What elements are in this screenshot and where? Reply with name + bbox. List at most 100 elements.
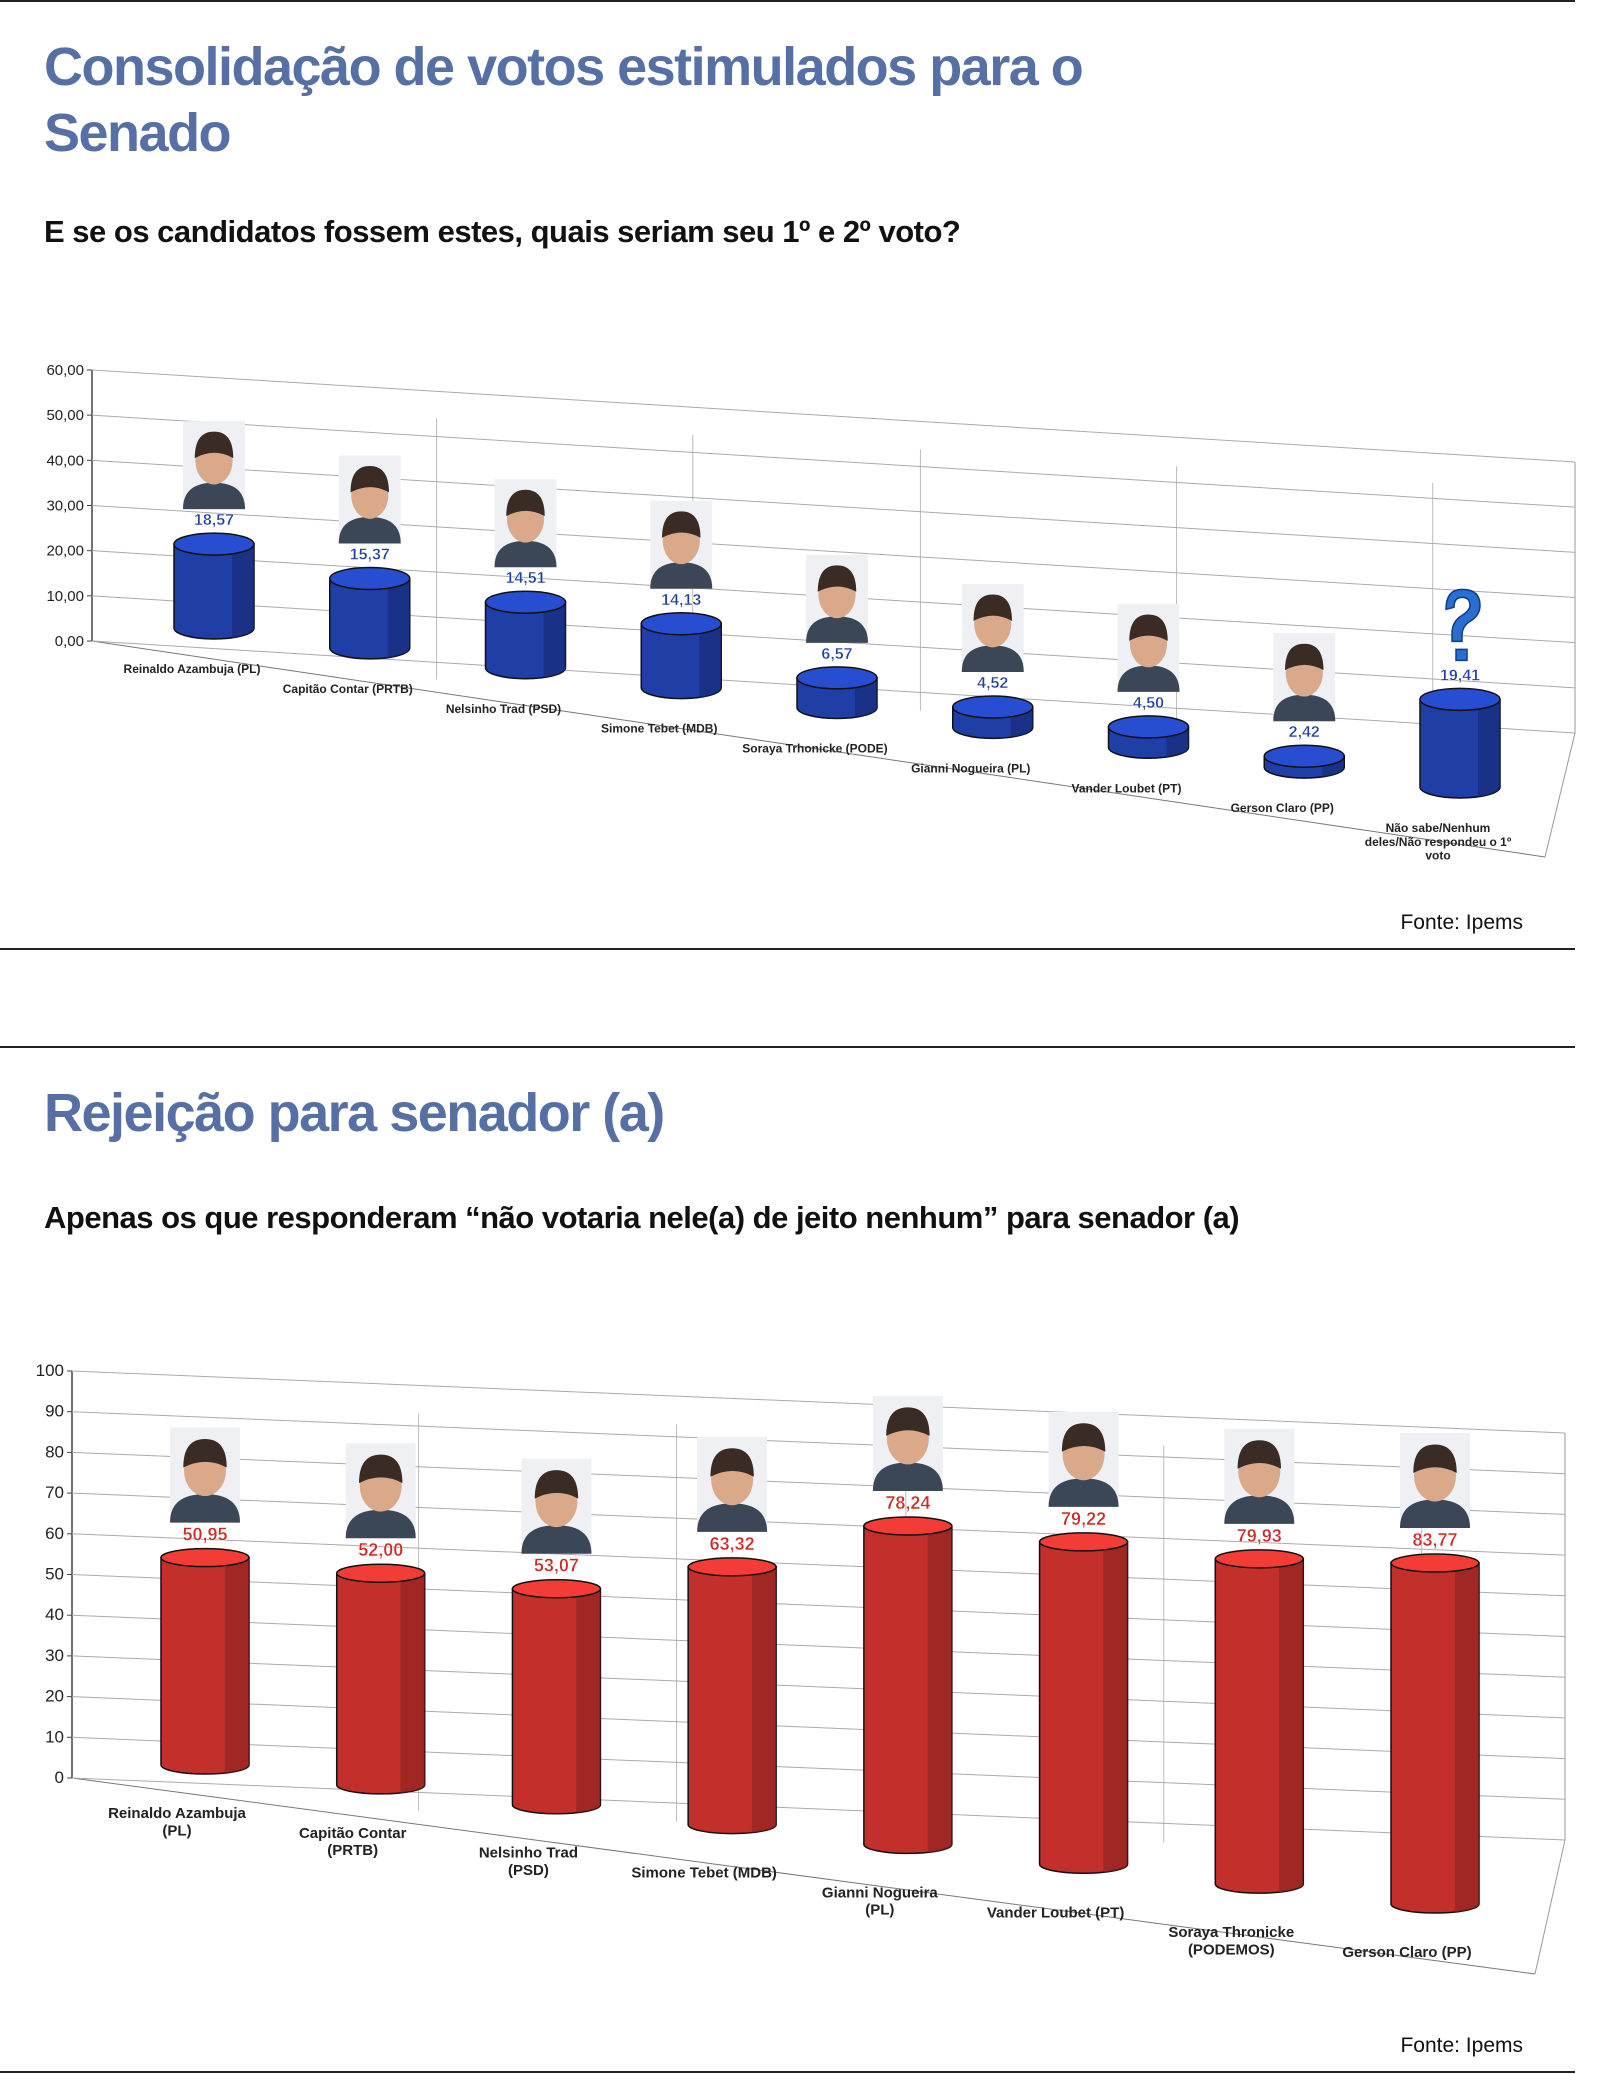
y-tick-label: 70 — [45, 1483, 64, 1502]
photo-body — [872, 1462, 943, 1491]
question-icon — [1445, 588, 1481, 662]
photo-hair — [350, 466, 389, 493]
value-label: 4,52 — [977, 675, 1008, 692]
photo-hair — [1061, 1423, 1106, 1452]
floor-line — [91, 640, 1546, 858]
photo-hair — [534, 1470, 579, 1499]
photo-hair — [886, 1407, 930, 1436]
y-tick-label: 80 — [45, 1442, 64, 1461]
bar-shade — [855, 677, 878, 718]
y-tick-label: 10,00 — [46, 588, 84, 605]
y-tick-label: 100 — [36, 1361, 64, 1380]
bar-top — [1038, 1532, 1129, 1552]
y-tick-label: 20,00 — [46, 543, 84, 560]
grid-line — [71, 1533, 1566, 1597]
grid-line — [71, 1777, 1566, 1841]
bar-shade — [224, 1557, 250, 1774]
y-tick-label: 40,00 — [46, 452, 84, 469]
value-label: 19,41 — [1440, 667, 1480, 684]
grid-line — [71, 1736, 1566, 1800]
floor-line — [71, 1777, 1536, 1975]
rule — [0, 0, 1575, 2]
value-label: 63,32 — [710, 1534, 755, 1554]
rule — [0, 2071, 1575, 2073]
y-tick-label: 60 — [45, 1524, 64, 1543]
grid-line — [91, 369, 1576, 463]
y-tick-label: 30,00 — [46, 498, 84, 515]
y-tick-label: 50 — [45, 1565, 64, 1584]
bar-shade — [387, 578, 410, 658]
photo-hair — [973, 594, 1012, 621]
photo-hair — [183, 1439, 227, 1468]
value-label: 50,95 — [182, 1525, 227, 1545]
x-tick-label: Gianni Nogueira (PL) — [822, 1884, 939, 1918]
photo-hair — [817, 565, 857, 592]
bar-top — [511, 1578, 602, 1599]
grid-line — [71, 1574, 1566, 1637]
bar-shade — [751, 1566, 777, 1833]
bar-top — [329, 566, 411, 591]
value-label: 18,57 — [194, 512, 234, 529]
chart-subtitle: Apenas os que responderam “não votaria n… — [44, 1200, 1240, 1235]
x-tick-label: Gerson Claro (PP) — [1342, 1944, 1471, 1961]
bar-top — [1214, 1549, 1305, 1569]
photo-body — [183, 482, 245, 510]
grid-line — [71, 1696, 1566, 1760]
photo-hair — [506, 489, 545, 517]
x-tick-label: Simone Tebet (MDB) — [601, 722, 717, 736]
bar-top — [1419, 687, 1501, 712]
photo-body — [170, 1494, 240, 1523]
x-tick-label: Nelsinho Trad (PSD) — [479, 1845, 578, 1879]
x-tick-label: Soraya Trhonicke (PODE) — [742, 742, 887, 756]
grid-line — [91, 414, 1576, 508]
value-label: 6,57 — [821, 646, 852, 663]
photo-body — [1273, 694, 1336, 722]
photo-body — [697, 1503, 768, 1532]
value-label: 79,93 — [1237, 1526, 1282, 1546]
photo-body — [345, 1509, 416, 1539]
photo-body — [1224, 1495, 1295, 1524]
chart-title: Rejeição para senador (a) — [44, 1083, 665, 1143]
bar-top — [160, 1547, 250, 1568]
bar-top — [1107, 715, 1190, 739]
value-label: 15,37 — [350, 546, 390, 563]
photo-body — [806, 616, 868, 643]
x-tick-label: Capitão Contar (PRTB) — [283, 682, 413, 696]
value-label: 78,24 — [885, 1493, 930, 1513]
bar-shade — [1279, 1558, 1304, 1893]
grid-line — [71, 1614, 1566, 1678]
photo-hair — [194, 431, 234, 459]
y-tick-label: 20 — [45, 1687, 64, 1706]
photo-body — [961, 645, 1024, 672]
photo-body — [521, 1525, 592, 1554]
grid-line — [91, 459, 1576, 553]
bar-shade — [1454, 1563, 1480, 1913]
grid-line — [71, 1451, 1566, 1515]
rule — [0, 948, 1575, 950]
photo-hair — [1285, 643, 1324, 671]
bar-shade — [699, 623, 722, 698]
y-tick-label: 60,00 — [46, 362, 84, 379]
value-label: 83,77 — [1412, 1530, 1457, 1550]
bar-top — [1263, 744, 1345, 768]
photo-body — [1048, 1478, 1119, 1507]
x-tick-label: Gerson Claro (PP) — [1231, 801, 1334, 815]
x-tick-label: Gianni Nogueira (PL) — [911, 761, 1030, 775]
y-tick-label: 0 — [55, 1768, 64, 1787]
value-label: 14,13 — [661, 592, 701, 609]
grid-line — [71, 1370, 1566, 1434]
x-tick-label: Simone Tebet (MDB) — [631, 1865, 777, 1882]
photo-hair — [1129, 614, 1168, 641]
source: Fonte: Ipems — [1400, 2034, 1523, 2057]
bar-top — [640, 612, 722, 636]
grid-line — [71, 1655, 1566, 1719]
bar-shade — [927, 1525, 952, 1853]
value-label: 14,51 — [505, 570, 545, 587]
y-tick-label: 30 — [45, 1646, 64, 1665]
value-label: 53,07 — [534, 1556, 579, 1576]
bar-shade — [400, 1573, 425, 1793]
bar-top — [484, 590, 567, 614]
bar-shade — [543, 602, 566, 678]
bar-top — [687, 1557, 777, 1577]
